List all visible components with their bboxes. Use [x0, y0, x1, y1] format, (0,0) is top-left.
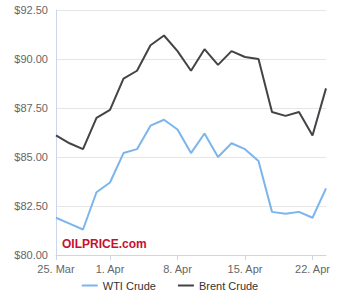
svg-text:1. Apr: 1. Apr — [96, 263, 125, 275]
svg-text:$85.00: $85.00 — [14, 151, 48, 163]
svg-text:$80.00: $80.00 — [14, 249, 48, 261]
svg-text:$87.50: $87.50 — [14, 102, 48, 114]
svg-text:$82.50: $82.50 — [14, 200, 48, 212]
svg-text:22. Apr: 22. Apr — [295, 263, 330, 275]
svg-text:8. Apr: 8. Apr — [163, 263, 192, 275]
svg-text:25. Mar: 25. Mar — [37, 263, 75, 275]
svg-text:15. Apr: 15. Apr — [228, 263, 263, 275]
svg-text:WTI Crude: WTI Crude — [103, 280, 156, 292]
svg-text:OILPRICE.com: OILPRICE.com — [62, 237, 147, 251]
svg-text:Brent Crude: Brent Crude — [199, 280, 258, 292]
svg-text:$92.50: $92.50 — [14, 4, 48, 16]
svg-text:$90.00: $90.00 — [14, 53, 48, 65]
